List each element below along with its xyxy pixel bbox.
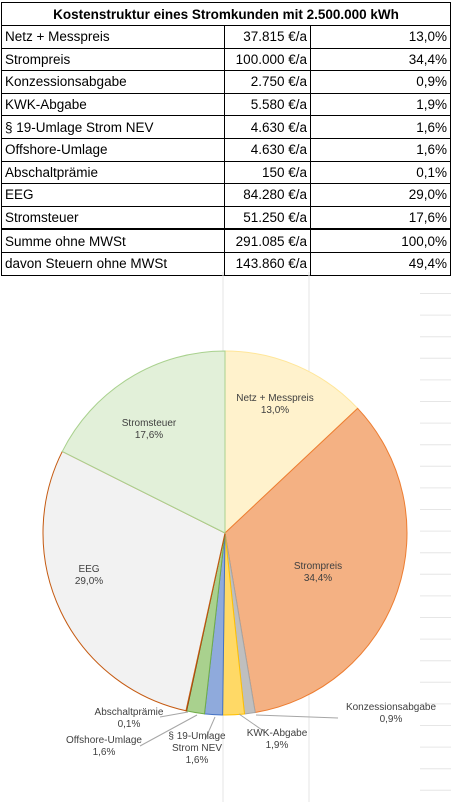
- cell-amount[interactable]: 291.085 €/a: [224, 228, 311, 253]
- table-title[interactable]: Kostenstruktur eines Stromkunden mit 2.5…: [0, 2, 451, 26]
- slice-label: KWK-Abgabe 1,9%: [247, 728, 308, 751]
- leader-line: [255, 714, 339, 719]
- leader-line: [159, 711, 189, 718]
- table-row: Netz + Messpreis 37.815 €/a 13,0%: [1, 25, 451, 49]
- cell-name[interactable]: Summe ohne MWSt: [1, 228, 225, 253]
- cost-table: Kostenstruktur eines Stromkunden mit 2.5…: [0, 2, 451, 276]
- slice-label-percent: 34,4%: [304, 573, 332, 584]
- slice-label-name: Abschaltprämie: [95, 707, 164, 718]
- cell-share[interactable]: 1,6%: [309, 115, 451, 139]
- slice-label-name: Konzessionsabgabe: [346, 702, 437, 713]
- cell-amount[interactable]: 150 €/a: [224, 160, 311, 185]
- cell-share[interactable]: 100,0%: [309, 228, 451, 253]
- cell-name[interactable]: § 19-Umlage Strom NEV: [1, 115, 225, 139]
- cell-name[interactable]: Offshore-Umlage: [1, 137, 225, 162]
- slice-label-name: Strom NEV: [172, 743, 222, 754]
- slice-label-name: KWK-Abgabe: [247, 728, 308, 739]
- cell-amount[interactable]: 37.815 €/a: [224, 25, 311, 49]
- slice-label-name: EEG: [78, 564, 99, 575]
- slice-label: Strompreis 34,4%: [294, 561, 342, 584]
- slice-label: EEG 29,0%: [75, 564, 103, 587]
- cell-amount[interactable]: 51.250 €/a: [224, 205, 311, 230]
- cell-name[interactable]: Netz + Messpreis: [1, 25, 225, 49]
- cell-share[interactable]: 13,0%: [309, 25, 451, 49]
- slice-label-name: Stromsteuer: [122, 418, 177, 429]
- pie-slice[interactable]: [61, 350, 226, 534]
- pie-slice[interactable]: [42, 450, 226, 712]
- pie-slice[interactable]: [224, 350, 359, 535]
- cell-share[interactable]: 49,4%: [309, 251, 451, 276]
- cell-share[interactable]: 29,0%: [309, 183, 451, 207]
- table-row: Konzessionsabgabe 2.750 €/a 0,9%: [1, 70, 451, 94]
- cell-share[interactable]: 17,6%: [309, 205, 451, 230]
- slice-label-percent: 1,9%: [266, 740, 289, 751]
- cell-amount[interactable]: 100.000 €/a: [224, 47, 311, 72]
- cell-amount[interactable]: 5.580 €/a: [224, 92, 311, 117]
- slice-label: Abschaltprämie 0,1%: [95, 707, 164, 730]
- table-row: KWK-Abgabe 5.580 €/a 1,9%: [1, 92, 451, 117]
- slice-label-name: § 19-Umlage: [168, 731, 226, 742]
- sum-row: Summe ohne MWSt 291.085 €/a 100,0%: [1, 228, 451, 253]
- slice-label: Stromsteuer 17,6%: [122, 418, 177, 441]
- slice-label: Netz + Messpreis 13,0%: [236, 393, 314, 416]
- cell-share[interactable]: 0,1%: [309, 160, 451, 185]
- slice-label: § 19-Umlage Strom NEV 1,6%: [168, 731, 226, 766]
- leader-line: [204, 716, 216, 741]
- slice-label: Offshore-Umlage 1,6%: [66, 735, 142, 758]
- slice-label: Konzessionsabgabe 0,9%: [346, 702, 437, 725]
- slice-label-percent: 29,0%: [75, 576, 103, 587]
- slice-label-name: Strompreis: [294, 561, 342, 572]
- cell-name[interactable]: KWK-Abgabe: [1, 92, 225, 117]
- table-row: Offshore-Umlage 4.630 €/a 1,6%: [1, 137, 451, 162]
- table-row: Stromsteuer 51.250 €/a 17,6%: [1, 205, 451, 230]
- table-row: EEG 84.280 €/a 29,0%: [1, 183, 451, 207]
- cell-share[interactable]: 1,6%: [309, 137, 451, 162]
- table-title-row: Kostenstruktur eines Stromkunden mit 2.5…: [0, 2, 451, 26]
- cell-amount[interactable]: 84.280 €/a: [224, 183, 311, 207]
- slice-label-percent: 0,1%: [118, 719, 141, 730]
- pie-chart[interactable]: Netz + Messpreis 13,0% Strompreis 34,4% Konz…: [0, 272, 451, 802]
- slice-label-percent: 0,9%: [380, 714, 403, 725]
- cell-share[interactable]: 34,4%: [309, 47, 451, 72]
- slice-label-percent: 1,6%: [186, 755, 209, 766]
- cell-share[interactable]: 0,9%: [309, 70, 451, 94]
- slice-label-percent: 1,6%: [93, 747, 116, 758]
- cell-share[interactable]: 1,9%: [309, 92, 451, 117]
- leader-line: [139, 714, 198, 747]
- table-row: § 19-Umlage Strom NEV 4.630 €/a 1,6%: [1, 115, 451, 139]
- slice-label-name: Offshore-Umlage: [66, 735, 142, 746]
- cell-amount[interactable]: 4.630 €/a: [224, 115, 311, 139]
- cell-name[interactable]: Stromsteuer: [1, 205, 225, 230]
- cell-name[interactable]: EEG: [1, 183, 225, 207]
- slice-label-percent: 13,0%: [261, 405, 289, 416]
- leader-line: [238, 713, 266, 733]
- cell-name[interactable]: Strompreis: [1, 47, 225, 72]
- table-row: Strompreis 100.000 €/a 34,4%: [1, 47, 451, 72]
- cell-name[interactable]: davon Steuern ohne MWSt: [1, 251, 225, 276]
- cell-name[interactable]: Konzessionsabgabe: [1, 70, 225, 94]
- table-row: Abschaltprämie 150 €/a 0,1%: [1, 160, 451, 185]
- sum-row: davon Steuern ohne MWSt 143.860 €/a 49,4%: [1, 251, 451, 276]
- cell-amount[interactable]: 2.750 €/a: [224, 70, 311, 94]
- slice-label-percent: 17,6%: [135, 430, 163, 441]
- cell-amount[interactable]: 4.630 €/a: [224, 137, 311, 162]
- cell-name[interactable]: Abschaltprämie: [1, 160, 225, 185]
- pie-slice[interactable]: [224, 407, 408, 714]
- slice-label-name: Netz + Messpreis: [236, 393, 314, 404]
